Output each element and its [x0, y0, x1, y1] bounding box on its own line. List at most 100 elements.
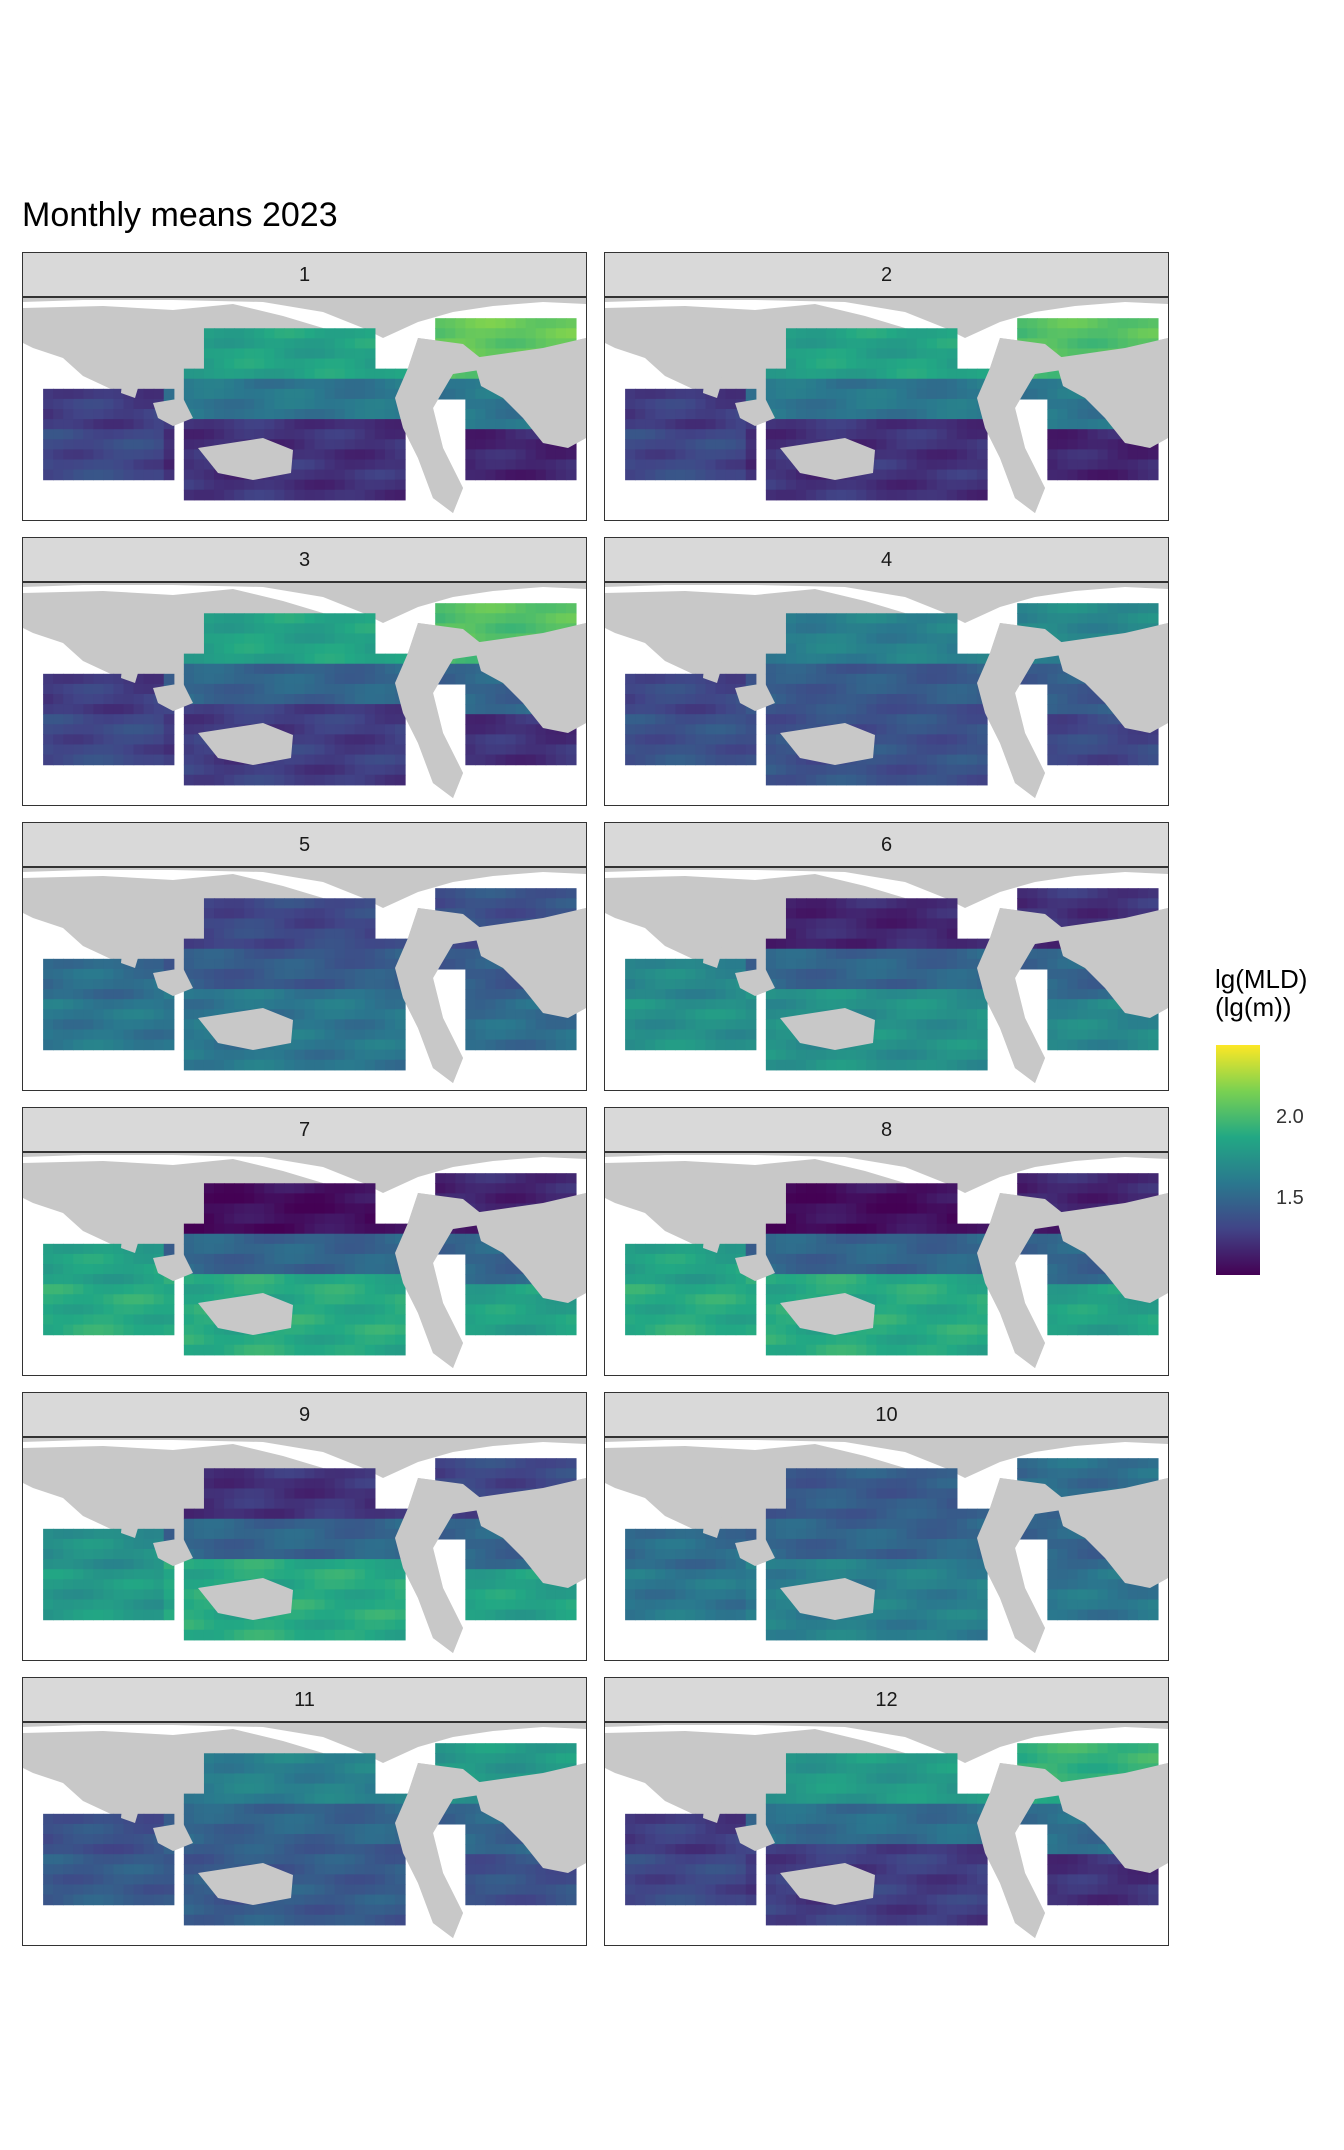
mld-grid-cell [916, 968, 928, 980]
mld-grid-cell [1137, 623, 1149, 635]
mld-grid-cell [1037, 368, 1048, 380]
mld-grid-cell [1077, 318, 1089, 329]
mld-grid-cell [916, 439, 928, 450]
mld-grid-cell [926, 489, 938, 501]
mld-grid-cell [294, 1183, 306, 1194]
mld-grid-cell [394, 754, 406, 766]
mld-grid-cell [274, 358, 285, 370]
mld-grid-cell [555, 449, 567, 461]
mld-grid-cell [264, 1344, 275, 1356]
mld-grid-cell [93, 1243, 105, 1255]
mld-grid-cell [826, 928, 837, 940]
mld-grid-cell [183, 1223, 195, 1235]
mld-grid-cell [63, 1019, 74, 1031]
facet-panel-month-5: 5 [22, 822, 587, 1092]
mld-grid-cell [254, 663, 265, 675]
mld-grid-cell [525, 908, 537, 920]
mld-grid-cell [394, 439, 406, 450]
mld-grid-cell [765, 774, 777, 786]
mld-grid-cell [926, 328, 938, 339]
mld-grid-cell [1057, 898, 1069, 909]
mld-grid-cell [1027, 898, 1038, 909]
mld-grid-cell [224, 1203, 235, 1215]
mld-grid-cell [314, 898, 326, 909]
mld-grid-cell [234, 338, 245, 350]
mld-grid-cell [816, 1233, 827, 1245]
mld-grid-cell [354, 673, 366, 685]
mld-grid-cell [344, 989, 356, 1000]
mld-grid-cell [153, 754, 165, 766]
mld-grid-cell [364, 1304, 376, 1316]
mld-grid-cell [485, 1009, 497, 1020]
mld-grid-cell [374, 1253, 386, 1265]
mld-grid-cell [695, 1294, 707, 1305]
mld-grid-cell [364, 1324, 376, 1336]
mld-grid-cell [83, 704, 94, 715]
mld-grid-cell [203, 1233, 215, 1245]
mld-grid-cell [254, 938, 265, 950]
mld-grid-cell [334, 449, 346, 461]
mld-grid-cell [183, 714, 195, 725]
mld-grid-cell [304, 358, 316, 370]
mld-grid-cell [876, 734, 888, 746]
mld-grid-cell [515, 439, 527, 450]
mld-grid-cell [73, 1009, 84, 1020]
mld-grid-cell [234, 968, 245, 980]
mld-grid-cell [785, 1059, 797, 1071]
mld-grid-cell [304, 1314, 316, 1326]
mld-grid-cell [705, 968, 717, 980]
mld-grid-cell [324, 348, 336, 360]
mld-grid-cell [836, 683, 847, 695]
mld-grid-cell [866, 694, 878, 705]
mld-grid-cell [705, 744, 717, 756]
mld-grid-cell [354, 358, 366, 370]
mld-grid-cell [675, 1009, 687, 1020]
mld-grid-cell [856, 489, 867, 501]
mld-grid-cell [1067, 318, 1079, 329]
mld-grid-cell [254, 1213, 265, 1225]
mld-grid-cell [1107, 449, 1119, 461]
mld-grid-cell [1077, 328, 1089, 339]
mld-grid-cell [926, 968, 938, 980]
mld-grid-cell [846, 968, 857, 980]
mld-grid-cell [294, 989, 306, 1000]
mld-grid-cell [876, 754, 888, 766]
mld-grid-cell [876, 714, 888, 725]
mld-grid-cell [314, 683, 326, 695]
mld-grid-cell [73, 398, 84, 410]
mld-grid-cell [896, 918, 908, 930]
mld-grid-cell [1047, 419, 1059, 430]
mld-grid-cell [796, 754, 807, 766]
mld-grid-cell [926, 694, 938, 705]
mld-grid-cell [976, 1039, 988, 1051]
mld-grid-cell [234, 1193, 245, 1205]
mld-grid-cell [294, 489, 306, 501]
mld-grid-cell [785, 744, 797, 756]
mld-grid-cell [1067, 398, 1079, 410]
mld-grid-cell [143, 754, 155, 766]
mld-grid-cell [384, 663, 396, 675]
mld-grid-cell [785, 898, 797, 909]
mld-grid-cell [806, 1264, 817, 1275]
mld-grid-cell [1067, 439, 1079, 450]
mld-grid-cell [364, 1059, 376, 1071]
mld-grid-cell [525, 1019, 537, 1031]
mld-grid-cell [966, 429, 978, 440]
mld-grid-cell [685, 469, 697, 481]
mld-grid-cell [866, 643, 878, 655]
mld-grid-cell [284, 948, 296, 960]
mld-grid-cell [856, 714, 867, 725]
mld-grid-cell [495, 613, 507, 624]
mld-grid-cell [143, 999, 155, 1010]
mld-grid-cell [183, 429, 195, 440]
mld-grid-cell [826, 1049, 837, 1061]
mld-grid-cell [735, 439, 747, 450]
mld-grid-cell [465, 734, 477, 746]
mld-grid-cell [525, 429, 537, 440]
mld-grid-cell [374, 1334, 386, 1346]
mld-grid-cell [475, 449, 487, 461]
mld-grid-cell [244, 999, 255, 1010]
mld-grid-cell [103, 388, 115, 400]
mld-grid-cell [193, 409, 205, 420]
mld-grid-cell [836, 1059, 847, 1071]
